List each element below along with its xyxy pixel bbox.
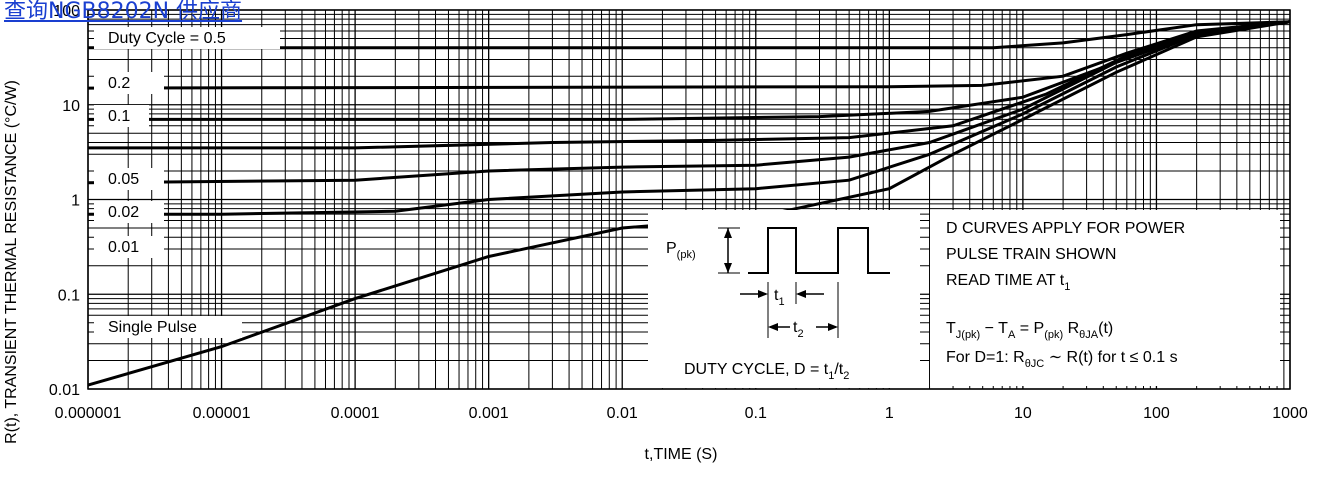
t2-arrowhead-right — [828, 323, 838, 331]
x-axis-label: t,TIME (S) — [645, 446, 718, 463]
notes-box: D CURVES APPLY FOR POWER PULSE TRAIN SHOW… — [930, 210, 1280, 386]
curve-label-bg — [94, 236, 164, 258]
note-line-1: D CURVES APPLY FOR POWER — [946, 220, 1185, 237]
curve-label: 0.01 — [108, 239, 139, 256]
pulse-amplitude-label: P(pk) — [666, 240, 696, 261]
x-tick-label: 0.1 — [745, 405, 767, 422]
pulse-inset: P(pk) t1 t2 DUTY CYCLE, D = t1/t2 — [648, 210, 920, 388]
curve-label: Single Pulse — [108, 319, 197, 336]
curve-0-05 — [88, 20, 1291, 150]
curve-label-bg — [94, 168, 164, 190]
curve-label-bg — [94, 27, 280, 49]
curve-label-bg — [94, 72, 164, 94]
x-tick-label: 1000 — [1272, 405, 1308, 422]
curve-duty-cycle-0-5 — [88, 20, 1291, 50]
x-tick-label: 0.01 — [607, 405, 638, 422]
tick-labels: 0.000001 0.00001 0.0001 0.001 0.01 0.1 1 10 100 1… — [49, 3, 1308, 422]
t1-label: t1 — [774, 287, 785, 308]
note-line-3: READ TIME AT t1 — [946, 272, 1070, 293]
curves — [87, 20, 1291, 387]
y-tick-label: 0.01 — [49, 382, 80, 399]
x-tick-label: 0.000001 — [55, 405, 122, 422]
equation-1: TJ(pk) − TA = P(pk) RθJA(t) — [946, 320, 1113, 341]
curve-0-01 — [88, 20, 1291, 216]
curve-label: 0.1 — [108, 108, 130, 125]
curve-label: Duty Cycle = 0.5 — [108, 30, 226, 47]
x-tick-label: 0.0001 — [331, 405, 380, 422]
curve-label-bg — [94, 316, 242, 338]
amplitude-arrowhead-down — [724, 263, 732, 273]
y-tick-label: 100 — [53, 3, 80, 20]
equation-2: For D=1: RθJC ∼ R(t) for t ≤ 0.1 s — [946, 349, 1178, 370]
t2-label: t2 — [793, 319, 804, 340]
t1-arrowhead-right — [796, 290, 806, 298]
supplier-link[interactable]: 查询NGB8202N 供应商 — [4, 0, 243, 24]
t1-arrowhead-left — [758, 290, 768, 298]
duty-cycle-formula: DUTY CYCLE, D = t1/t2 — [684, 361, 849, 382]
curve-label: 0.2 — [108, 75, 130, 92]
curve-0-02 — [87, 20, 1291, 185]
t2-arrowhead-left — [768, 323, 778, 331]
x-tick-label: 0.001 — [469, 405, 509, 422]
curve-labels: Duty Cycle = 0.5 0.2 0.1 0.05 0.02 0.01 Single… — [94, 27, 280, 338]
x-tick-label: 0.00001 — [193, 405, 251, 422]
curve-label-bg — [94, 105, 149, 127]
curve-label-bg — [94, 201, 164, 223]
y-tick-label: 1 — [71, 193, 80, 210]
y-axis-label: R(t), TRANSIENT THERMAL RESISTANCE (°C/W… — [3, 80, 20, 444]
x-tick-label: 10 — [1014, 405, 1032, 422]
y-tick-label: 0.1 — [58, 287, 80, 304]
x-tick-label: 1 — [885, 405, 894, 422]
y-tick-label: 10 — [62, 98, 80, 115]
curve-single-pulse — [87, 20, 1291, 387]
notes-bg — [930, 210, 1280, 386]
curve-label: 0.02 — [108, 204, 139, 221]
amplitude-arrowhead-up — [724, 228, 732, 238]
x-tick-label: 100 — [1143, 405, 1170, 422]
inset-bg — [648, 210, 920, 388]
pulse-train-waveform — [748, 227, 890, 274]
curve-label: 0.05 — [108, 171, 139, 188]
note-line-2: PULSE TRAIN SHOWN — [946, 246, 1116, 263]
